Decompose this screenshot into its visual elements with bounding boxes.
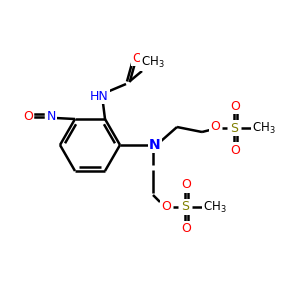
Text: O: O	[210, 121, 220, 134]
Text: O: O	[182, 223, 191, 236]
Text: O: O	[182, 178, 191, 191]
Text: S: S	[230, 122, 238, 134]
Text: O: O	[23, 110, 33, 122]
Text: S: S	[181, 200, 189, 214]
Text: N: N	[149, 138, 161, 152]
Text: CH$_3$: CH$_3$	[252, 120, 276, 136]
Text: CH$_3$: CH$_3$	[141, 55, 165, 70]
Text: O: O	[161, 200, 171, 212]
Text: O: O	[231, 100, 240, 112]
Text: N: N	[46, 110, 56, 122]
Text: CH$_3$: CH$_3$	[203, 200, 227, 214]
Text: HN: HN	[90, 89, 108, 103]
Text: O: O	[132, 52, 142, 64]
Text: O: O	[231, 143, 240, 157]
